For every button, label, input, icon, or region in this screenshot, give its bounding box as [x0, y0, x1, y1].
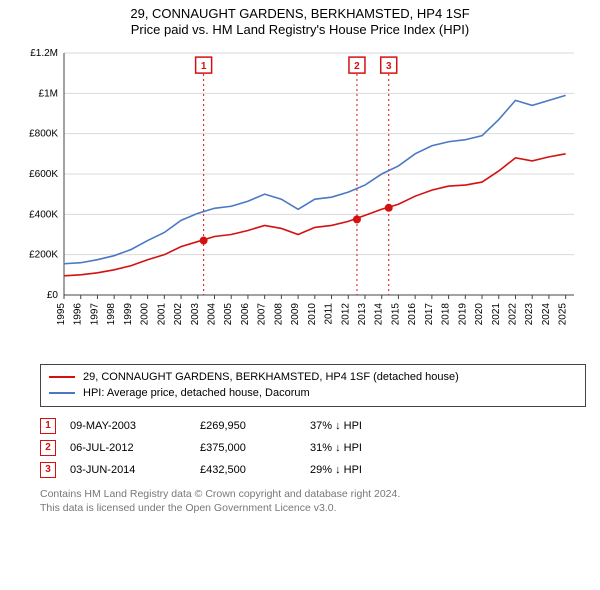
svg-text:2004: 2004	[206, 302, 217, 325]
table-row: 2 06-JUL-2012 £375,000 31% ↓ HPI	[40, 437, 586, 459]
svg-text:£800K: £800K	[29, 128, 58, 139]
svg-text:£1M: £1M	[39, 88, 58, 99]
svg-text:2025: 2025	[558, 302, 569, 325]
svg-text:2015: 2015	[390, 302, 401, 325]
svg-text:2024: 2024	[541, 302, 552, 325]
svg-text:2020: 2020	[474, 302, 485, 325]
tx-badge-2: 2	[40, 440, 56, 456]
title-line-1: 29, CONNAUGHT GARDENS, BERKHAMSTED, HP4 …	[0, 6, 600, 22]
tx-price: £432,500	[200, 464, 310, 476]
tx-price: £375,000	[200, 442, 310, 454]
svg-text:2014: 2014	[374, 302, 385, 325]
svg-text:2023: 2023	[524, 302, 535, 325]
svg-text:2007: 2007	[257, 302, 268, 325]
transaction-table: 1 09-MAY-2003 £269,950 37% ↓ HPI 2 06-JU…	[40, 415, 586, 481]
svg-text:2019: 2019	[457, 302, 468, 325]
legend-row-hpi: HPI: Average price, detached house, Daco…	[49, 385, 577, 402]
table-row: 1 09-MAY-2003 £269,950 37% ↓ HPI	[40, 415, 586, 437]
svg-text:2017: 2017	[424, 302, 435, 325]
svg-text:1996: 1996	[73, 302, 84, 325]
tx-date: 03-JUN-2014	[70, 464, 200, 476]
svg-text:1995: 1995	[56, 302, 67, 325]
svg-text:2006: 2006	[240, 302, 251, 325]
chart-plot: £0 £200K £400K £600K £800K £1M £1.2M 1995 1996 19…	[14, 43, 586, 358]
svg-text:£0: £0	[47, 290, 59, 301]
legend-label-property: 29, CONNAUGHT GARDENS, BERKHAMSTED, HP4 …	[83, 369, 459, 386]
tx-delta: 29% ↓ HPI	[310, 464, 440, 476]
svg-text:2018: 2018	[441, 302, 452, 325]
svg-text:£1.2M: £1.2M	[30, 48, 58, 59]
attribution-footer: Contains HM Land Registry data © Crown c…	[40, 487, 586, 515]
svg-text:2010: 2010	[307, 302, 318, 325]
line-chart-svg: £0 £200K £400K £600K £800K £1M £1.2M 1995 1996 19…	[14, 43, 586, 353]
svg-text:2022: 2022	[507, 302, 518, 325]
svg-text:3: 3	[386, 61, 392, 72]
tx-date: 09-MAY-2003	[70, 420, 200, 432]
legend: 29, CONNAUGHT GARDENS, BERKHAMSTED, HP4 …	[40, 364, 586, 407]
legend-label-hpi: HPI: Average price, detached house, Daco…	[83, 385, 310, 402]
svg-text:2000: 2000	[140, 302, 151, 325]
legend-swatch-hpi	[49, 392, 75, 394]
svg-text:2: 2	[354, 61, 360, 72]
svg-text:1997: 1997	[89, 302, 100, 325]
svg-text:2005: 2005	[223, 302, 234, 325]
table-row: 3 03-JUN-2014 £432,500 29% ↓ HPI	[40, 459, 586, 481]
svg-text:2002: 2002	[173, 302, 184, 325]
svg-text:1999: 1999	[123, 302, 134, 325]
svg-text:1998: 1998	[106, 302, 117, 325]
legend-row-property: 29, CONNAUGHT GARDENS, BERKHAMSTED, HP4 …	[49, 369, 577, 386]
svg-text:2021: 2021	[491, 302, 502, 325]
chart-container: { "title": { "line1": "29, CONNAUGHT GAR…	[0, 0, 600, 590]
svg-text:2001: 2001	[156, 302, 167, 325]
footer-line-1: Contains HM Land Registry data © Crown c…	[40, 487, 586, 501]
svg-text:2011: 2011	[324, 302, 335, 324]
svg-text:2003: 2003	[190, 302, 201, 325]
tx-date: 06-JUL-2012	[70, 442, 200, 454]
legend-swatch-property	[49, 376, 75, 378]
tx-price: £269,950	[200, 420, 310, 432]
tx-badge-1: 1	[40, 418, 56, 434]
chart-title-block: 29, CONNAUGHT GARDENS, BERKHAMSTED, HP4 …	[0, 0, 600, 39]
svg-text:£400K: £400K	[29, 209, 58, 220]
svg-text:£200K: £200K	[29, 249, 58, 260]
tx-delta: 37% ↓ HPI	[310, 420, 440, 432]
svg-text:1: 1	[201, 61, 207, 72]
svg-text:2008: 2008	[273, 302, 284, 325]
svg-text:2016: 2016	[407, 302, 418, 325]
svg-text:£600K: £600K	[29, 169, 58, 180]
tx-delta: 31% ↓ HPI	[310, 442, 440, 454]
title-line-2: Price paid vs. HM Land Registry's House …	[0, 22, 600, 38]
footer-line-2: This data is licensed under the Open Gov…	[40, 501, 586, 515]
svg-text:2009: 2009	[290, 302, 301, 325]
svg-text:2013: 2013	[357, 302, 368, 325]
svg-text:2012: 2012	[340, 302, 351, 325]
tx-badge-3: 3	[40, 462, 56, 478]
